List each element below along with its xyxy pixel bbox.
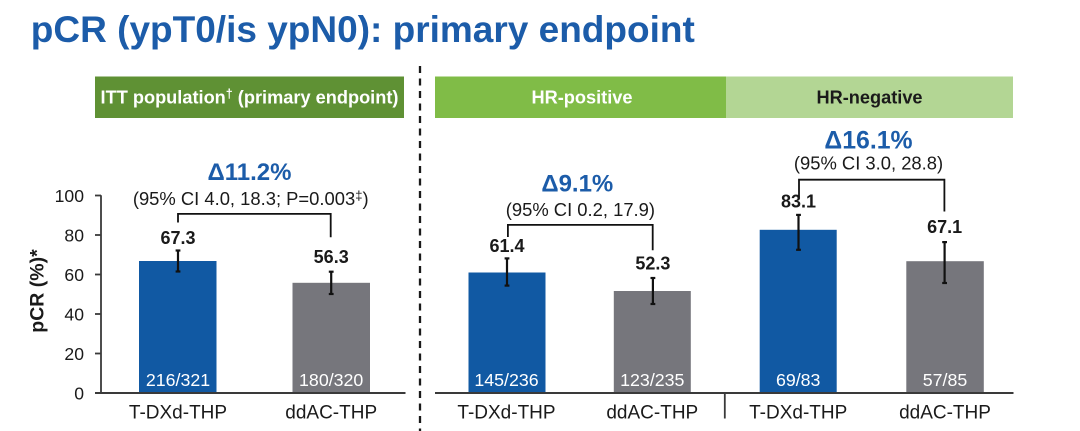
svg-text:20: 20	[64, 344, 84, 364]
svg-text:(95% CI 4.0, 18.3; P=0.003‡): (95% CI 4.0, 18.3; P=0.003‡)	[133, 188, 369, 209]
svg-text:Δ11.2%: Δ11.2%	[208, 159, 292, 186]
svg-text:100: 100	[55, 186, 85, 206]
svg-text:pCR (%)*: pCR (%)*	[27, 249, 49, 333]
svg-text:216/321: 216/321	[146, 370, 210, 390]
svg-text:67.3: 67.3	[160, 228, 195, 248]
svg-text:ddAC-THP: ddAC-THP	[285, 403, 377, 424]
svg-text:HR-positive: HR-positive	[531, 88, 632, 108]
svg-text:83.1: 83.1	[781, 192, 816, 212]
svg-text:ddAC-THP: ddAC-THP	[899, 403, 991, 424]
svg-text:123/235: 123/235	[620, 370, 684, 390]
svg-text:HR-negative: HR-negative	[816, 88, 922, 108]
svg-text:Δ16.1%: Δ16.1%	[824, 127, 912, 154]
svg-text:69/83: 69/83	[776, 370, 821, 390]
svg-text:40: 40	[64, 305, 84, 325]
svg-text:T-DXd-THP: T-DXd-THP	[129, 403, 227, 424]
svg-text:ITT population† (primary endpo: ITT population† (primary endpoint)	[101, 87, 399, 108]
svg-text:56.3: 56.3	[314, 247, 349, 267]
svg-text:60: 60	[64, 265, 84, 285]
svg-text:T-DXd-THP: T-DXd-THP	[457, 403, 555, 424]
svg-text:180/320: 180/320	[299, 370, 363, 390]
svg-text:0: 0	[74, 384, 84, 404]
svg-text:pCR (ypT0/is ypN0): primary en: pCR (ypT0/is ypN0): primary endpoint	[31, 9, 695, 50]
svg-text:(95% CI 3.0, 28.8): (95% CI 3.0, 28.8)	[794, 152, 943, 173]
svg-text:67.1: 67.1	[927, 217, 962, 237]
svg-text:ddAC-THP: ddAC-THP	[606, 403, 698, 424]
svg-text:Δ9.1%: Δ9.1%	[541, 171, 613, 198]
svg-text:57/85: 57/85	[923, 370, 968, 390]
svg-text:145/236: 145/236	[474, 370, 538, 390]
svg-text:61.4: 61.4	[489, 236, 524, 256]
svg-text:T-DXd-THP: T-DXd-THP	[749, 403, 847, 424]
svg-text:(95% CI 0.2, 17.9): (95% CI 0.2, 17.9)	[506, 199, 655, 220]
svg-text:52.3: 52.3	[635, 253, 670, 273]
svg-text:80: 80	[64, 226, 84, 246]
